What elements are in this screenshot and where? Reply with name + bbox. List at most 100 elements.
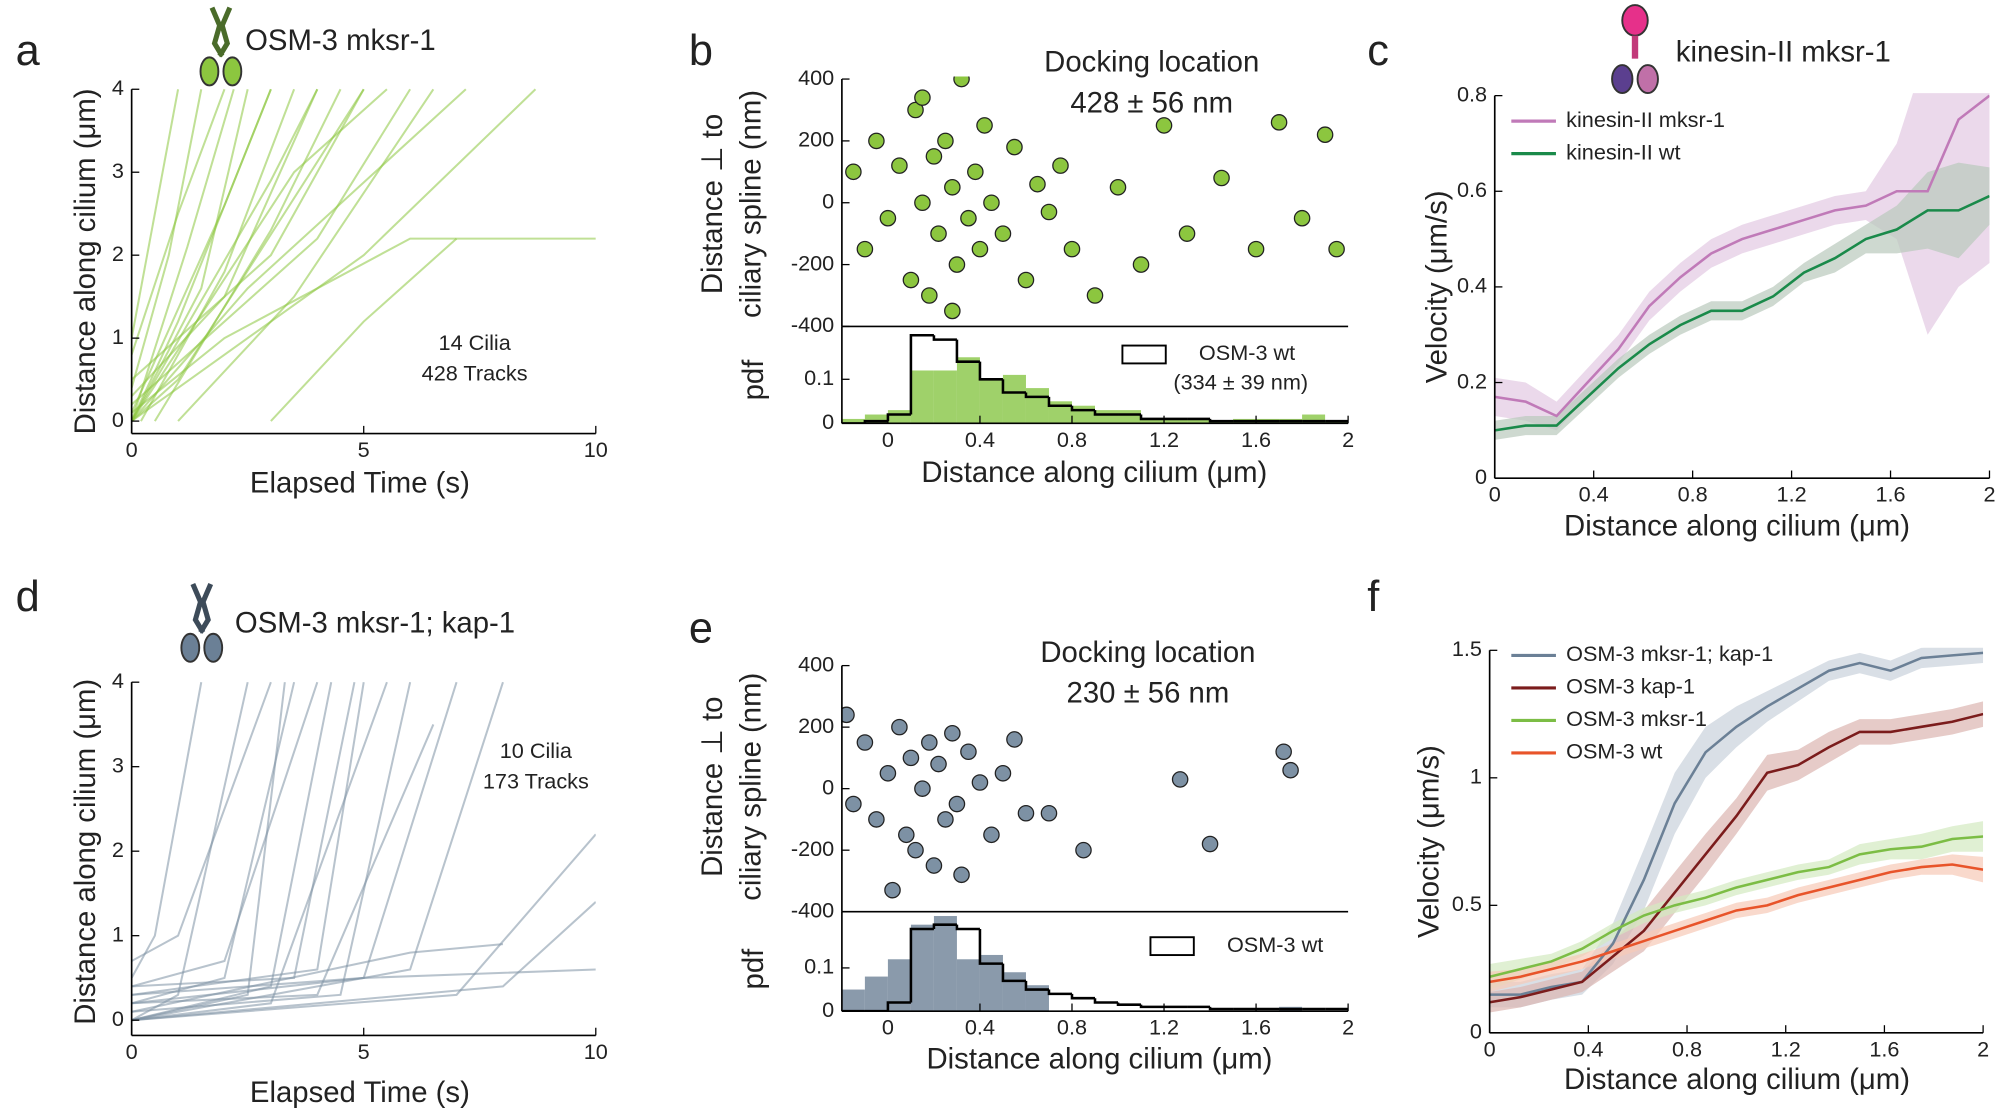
point	[945, 303, 960, 318]
x-tick-label: 5	[358, 1039, 370, 1064]
chart-title: OSM-3 mksr-1; kap-1	[235, 607, 515, 640]
y-tick-label: 0.5	[1452, 891, 1482, 916]
y-tick-label: 0.4	[1457, 273, 1487, 298]
point	[1179, 226, 1194, 241]
point	[922, 735, 937, 750]
reference-step	[1141, 415, 1164, 419]
x-axis-label: Distance along cilium (μm)	[921, 456, 1267, 489]
hist-bar	[1003, 972, 1026, 1011]
panel-label: e	[689, 605, 713, 653]
x-tick-label: 2	[1983, 482, 1995, 507]
y-tick-label: 0	[822, 409, 834, 434]
point	[869, 812, 884, 827]
plot-area	[1490, 643, 1983, 1013]
hist-bar	[865, 977, 888, 1012]
x-axis-label: Elapsed Time (s)	[250, 1076, 470, 1109]
x-tick-label: 10	[584, 437, 608, 462]
x-tick-label: 1.2	[1149, 427, 1179, 452]
hist-bar	[888, 410, 911, 423]
x-tick-label: 1.2	[1149, 1015, 1179, 1040]
point	[903, 272, 918, 287]
y-tick-label: 0	[112, 407, 124, 432]
reference-step	[1049, 990, 1072, 994]
y-tick-label: -400	[791, 897, 834, 922]
reference-step	[980, 362, 1003, 380]
x-tick-label: 1.2	[1777, 482, 1807, 507]
plot-area	[132, 682, 596, 1020]
reference-step	[1210, 419, 1233, 421]
point	[1271, 115, 1286, 130]
reference-step	[1095, 998, 1118, 1002]
point	[1294, 211, 1309, 226]
y-tick-label: 200	[798, 127, 834, 152]
y-tick-label: 2	[112, 241, 124, 266]
x-tick-label: 2	[1342, 1015, 1354, 1040]
y-axis-label: Distance ⊥ to	[696, 697, 729, 877]
point	[949, 257, 964, 272]
point	[1041, 204, 1056, 219]
chart-title: Docking location	[1044, 46, 1259, 79]
point	[1110, 180, 1125, 195]
y-tick-label: 0	[112, 1006, 124, 1031]
y-tick-label: -400	[791, 312, 834, 337]
x-tick-label: 0	[882, 427, 894, 452]
icon-osm3-kap1	[181, 584, 222, 662]
point	[1317, 127, 1332, 142]
y-tick-label: -200	[791, 250, 834, 275]
point	[938, 812, 953, 827]
point	[977, 118, 992, 133]
annotation: 428 Tracks	[422, 361, 528, 386]
hist-bar	[911, 925, 934, 1011]
chart-title: Docking location	[1040, 636, 1255, 669]
point	[1007, 139, 1022, 154]
track	[132, 834, 596, 1020]
reference-step	[1072, 994, 1095, 998]
annotation: 14 Cilia	[439, 330, 512, 355]
y-tick-label: 1	[112, 921, 124, 946]
x-tick-label: 0	[1484, 1036, 1496, 1061]
x-tick-label: 1.6	[1875, 482, 1905, 507]
panel-label: a	[16, 27, 41, 75]
x-tick-label: 0	[1489, 482, 1501, 507]
y-tick-label: 400	[798, 651, 834, 676]
point	[1030, 177, 1045, 192]
hist-bar	[957, 357, 980, 423]
panel-label: f	[1367, 573, 1380, 621]
point	[1214, 170, 1229, 185]
panel-label: b	[689, 27, 713, 75]
y-tick-label: 1.5	[1452, 636, 1482, 661]
point	[846, 164, 861, 179]
point	[908, 843, 923, 858]
y-tick-label: -200	[791, 836, 834, 861]
chart-title: OSM-3 mksr-1	[245, 24, 436, 57]
legend-swatch	[1150, 937, 1193, 955]
x-tick-label: 5	[358, 437, 370, 462]
point	[1087, 288, 1102, 303]
chart-title: 428 ± 56 nm	[1070, 86, 1233, 119]
y-tick-label: 200	[798, 713, 834, 738]
point	[1283, 763, 1298, 778]
reference-step	[1210, 1007, 1233, 1009]
annotation: 173 Tracks	[483, 769, 589, 794]
x-tick-label: 1.6	[1869, 1036, 1899, 1061]
point	[857, 735, 872, 750]
track	[132, 89, 225, 354]
y-tick-label: 0.2	[1457, 368, 1487, 393]
x-tick-label: 0.8	[1672, 1036, 1702, 1061]
y-tick-label: 2	[112, 837, 124, 862]
point	[922, 288, 937, 303]
y-axis-label: pdf	[737, 359, 770, 401]
point	[931, 756, 946, 771]
icon-osm3-mksr1	[201, 8, 242, 86]
y-tick-label: 1	[112, 324, 124, 349]
point	[954, 71, 969, 86]
legend-label: OSM-3 mksr-1	[1566, 706, 1707, 731]
point	[1041, 806, 1056, 821]
point	[880, 766, 895, 781]
x-tick-label: 0.4	[1579, 482, 1609, 507]
y-tick-label: 0	[1475, 464, 1487, 489]
x-axis-label: Distance along cilium (μm)	[926, 1043, 1272, 1076]
point	[915, 90, 930, 105]
point	[1329, 241, 1344, 256]
panel-label: c	[1367, 27, 1389, 75]
